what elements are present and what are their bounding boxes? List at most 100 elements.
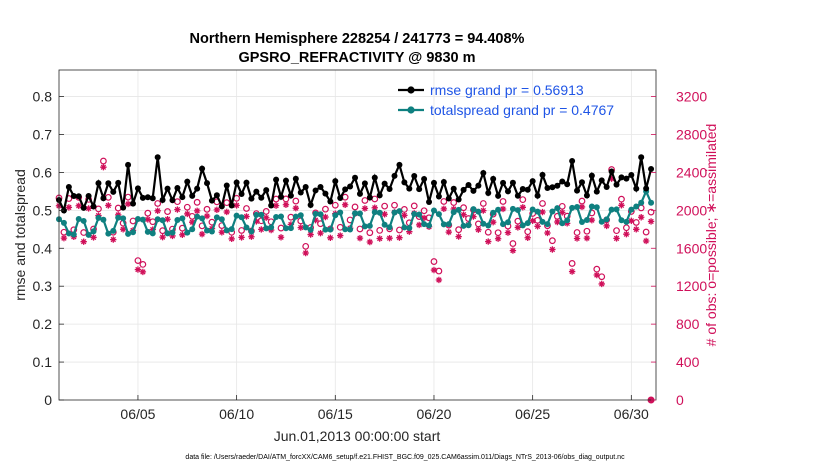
rmse-point	[608, 168, 615, 175]
spread-point	[307, 226, 314, 233]
rmse-point	[208, 197, 215, 204]
rmse-point	[312, 187, 319, 194]
spread-point	[460, 222, 467, 229]
possible-obs-marker	[548, 237, 556, 245]
rmse-point	[421, 176, 428, 183]
possible-obs-marker	[598, 273, 606, 281]
rmse-point	[470, 187, 477, 194]
spread-point	[159, 217, 166, 224]
rmse-point	[366, 194, 373, 201]
spread-point	[130, 229, 137, 236]
rmse-point	[391, 172, 398, 179]
rmse-point	[248, 195, 255, 202]
rmse-point	[297, 189, 304, 196]
left-tick-label: 0.8	[33, 89, 53, 105]
possible-obs-marker	[420, 207, 428, 215]
possible-obs-marker	[391, 201, 398, 209]
rmse-point	[495, 192, 502, 199]
spread-point	[115, 214, 122, 221]
possible-obs-marker	[460, 204, 467, 212]
possible-obs-marker	[494, 229, 502, 237]
spread-point	[623, 218, 630, 225]
possible-obs-marker	[223, 199, 231, 207]
assimilated-obs-marker	[198, 230, 206, 238]
assimilated-obs-marker	[144, 216, 152, 223]
spread-point	[480, 220, 487, 227]
spread-point	[332, 212, 339, 219]
assimilated-obs-marker	[376, 235, 383, 242]
rmse-point	[238, 190, 245, 197]
possible-obs-marker	[455, 226, 463, 234]
assimilated-obs-marker	[539, 208, 546, 216]
possible-obs-marker	[322, 205, 329, 213]
assimilated-obs-marker	[583, 234, 591, 242]
spread-point	[574, 204, 581, 211]
legend-spread-marker	[407, 106, 415, 114]
right-tick-label: 3200	[676, 89, 707, 105]
assimilated-obs-marker	[406, 228, 413, 235]
spread-point	[223, 227, 230, 234]
rmse-point	[352, 174, 359, 181]
spread-point	[638, 199, 645, 206]
assimilated-obs-marker	[623, 231, 630, 238]
spread-point	[327, 226, 334, 233]
rmse-point	[253, 188, 260, 195]
spread-point	[282, 225, 289, 232]
rmse-point	[426, 198, 433, 205]
possible-obs-marker	[642, 228, 650, 236]
spread-point	[534, 208, 541, 215]
assimilated-obs-marker	[455, 233, 462, 240]
spread-point	[263, 225, 270, 232]
chart-title-line1: Northern Hemisphere 228254 / 241773 = 94…	[190, 31, 525, 47]
assimilated-obs-marker	[544, 229, 551, 237]
rmse-point	[292, 175, 299, 182]
rmse-point	[598, 177, 605, 184]
rmse-point	[574, 187, 581, 194]
assimilated-obs-marker	[524, 234, 531, 241]
rmse-point	[302, 183, 309, 190]
spread-point	[440, 221, 447, 228]
rmse-point	[287, 192, 294, 199]
spread-point	[519, 222, 526, 229]
rmse-point	[440, 178, 447, 185]
rmse-point	[85, 193, 92, 200]
possible-obs-marker	[583, 227, 591, 235]
assimilated-obs-marker	[563, 220, 571, 227]
rmse-point	[623, 175, 630, 182]
spread-point	[421, 221, 428, 228]
possible-obs-marker	[450, 199, 458, 206]
possible-obs-marker	[262, 208, 270, 215]
spread-point	[248, 228, 255, 235]
assimilated-obs-marker	[189, 218, 196, 226]
possible-obs-marker	[647, 208, 655, 216]
right-tick-label: 0	[676, 392, 684, 408]
rmse-point	[514, 192, 521, 199]
rmse-point	[460, 186, 467, 193]
spread-point	[100, 216, 107, 223]
possible-obs-marker	[80, 229, 88, 236]
assimilated-obs-marker	[65, 204, 73, 211]
assimilated-obs-marker	[341, 201, 349, 208]
spread-point	[297, 212, 304, 219]
assimilated-obs-marker	[445, 228, 452, 236]
rmse-point	[139, 194, 146, 201]
assimilated-obs-marker	[559, 209, 566, 216]
rmse-point	[218, 203, 225, 210]
rmse-point	[347, 183, 354, 190]
rmse-point	[386, 185, 393, 192]
rmse-point	[618, 174, 625, 181]
assimilated-obs-marker	[139, 268, 147, 276]
spread-point	[75, 215, 82, 222]
spread-point	[194, 213, 201, 220]
spread-point	[445, 221, 452, 228]
rmse-point	[179, 194, 186, 201]
left-tick-label: 0.1	[33, 354, 53, 370]
spread-point	[465, 222, 472, 229]
rmse-point	[450, 185, 457, 192]
assimilated-obs-marker	[633, 226, 640, 233]
rmse-point	[263, 187, 270, 194]
rmse-point	[416, 186, 423, 193]
spread-point	[184, 229, 191, 236]
assimilated-obs-marker	[450, 205, 457, 213]
left-tick-label: 0.4	[33, 240, 53, 256]
